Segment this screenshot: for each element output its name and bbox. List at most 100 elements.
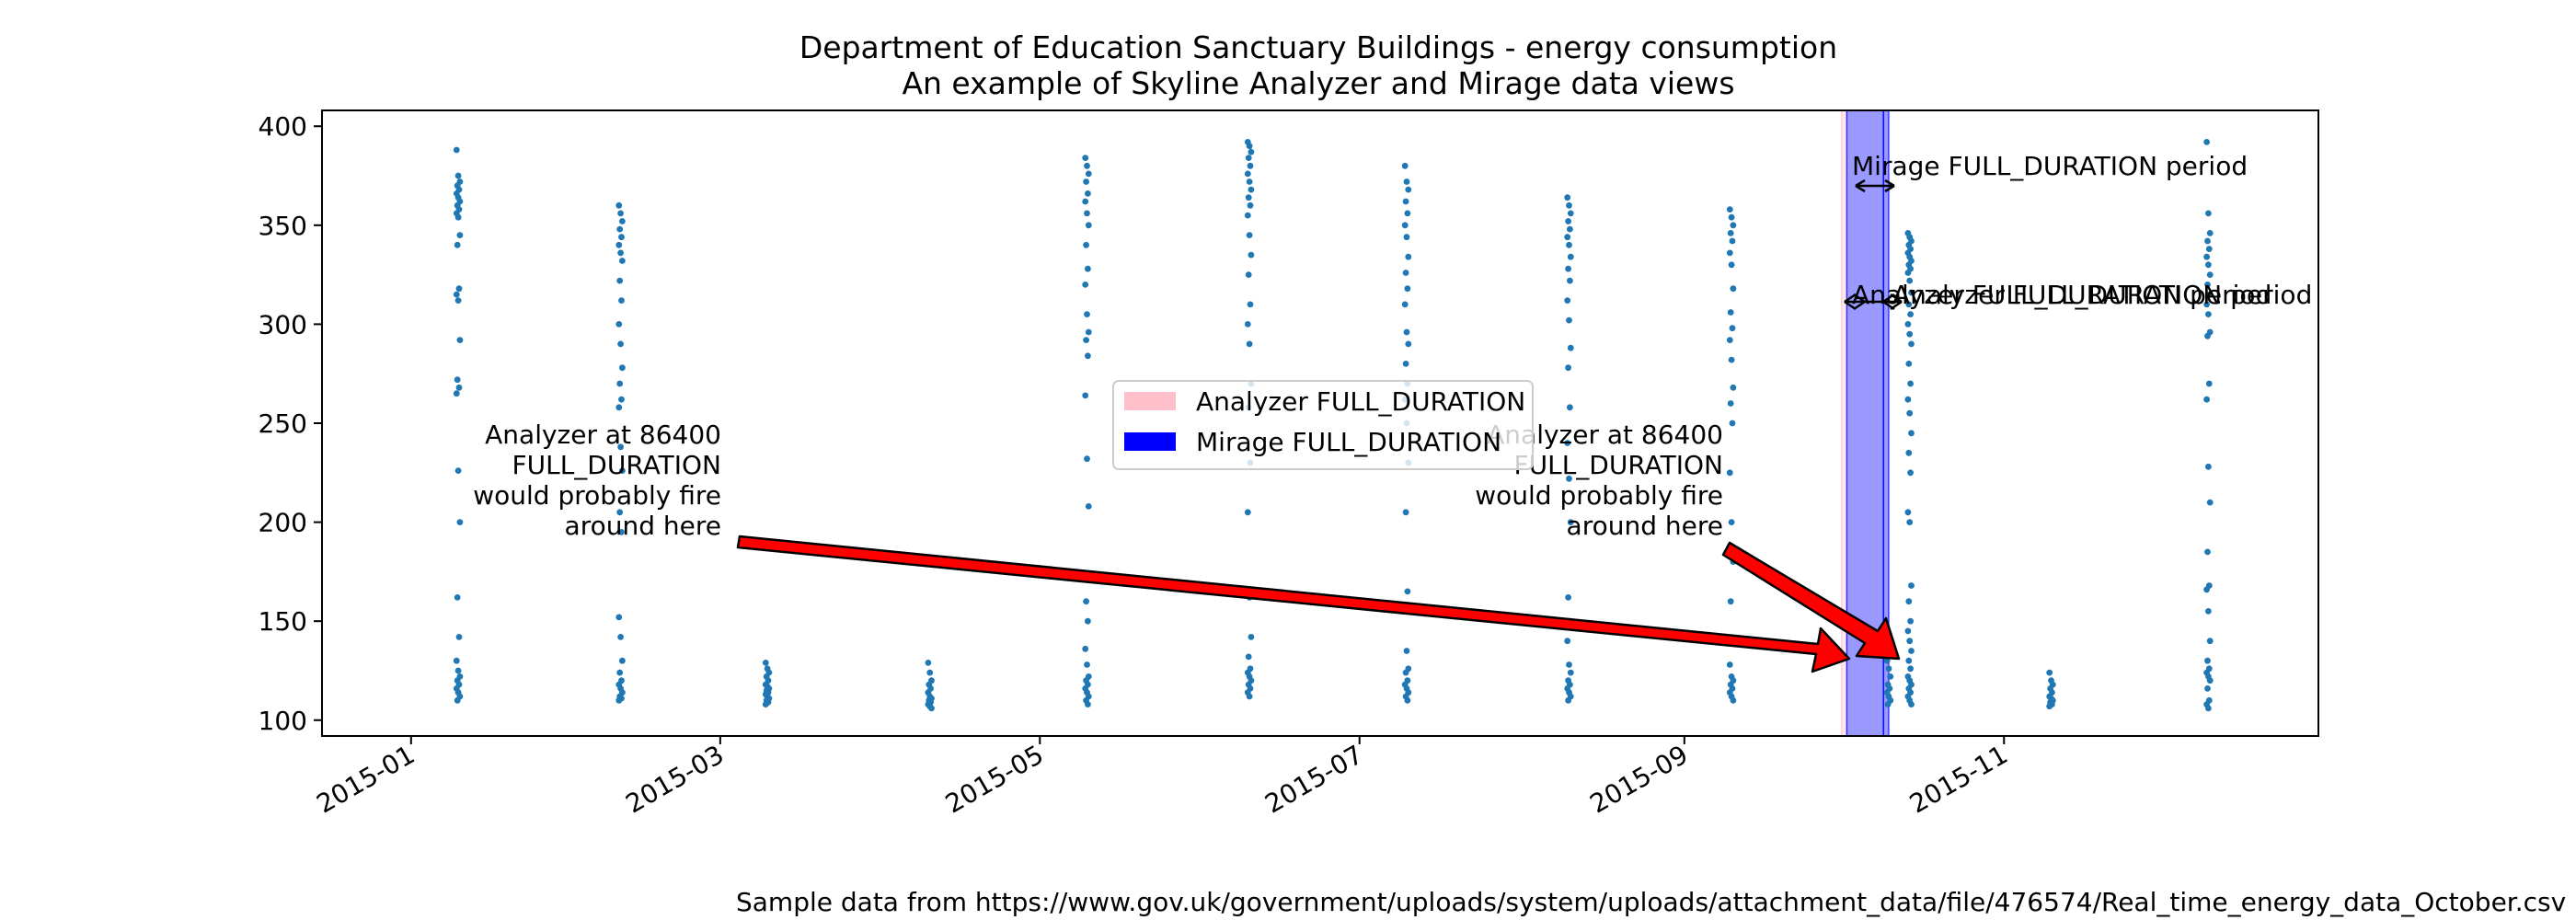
data-point <box>2205 261 2212 269</box>
full-duration-span-1 <box>1840 109 1848 737</box>
data-point <box>2205 210 2212 217</box>
data-point <box>1906 519 1914 525</box>
x-tick-label: 2015-11 <box>1904 739 2013 819</box>
data-point <box>1245 653 1252 661</box>
chart-subtitle: An example of Skyline Analyzer and Mirag… <box>902 65 1734 101</box>
data-point <box>1401 301 1409 308</box>
data-point <box>2203 396 2211 403</box>
data-point <box>455 384 463 391</box>
data-point <box>1905 657 1913 664</box>
data-point <box>1246 143 1253 150</box>
data-point <box>1906 638 1914 645</box>
data-point <box>617 634 624 640</box>
data-point <box>762 660 769 666</box>
data-point <box>1729 420 1736 427</box>
data-point <box>1726 337 1733 343</box>
data-point <box>1084 210 1090 217</box>
data-point <box>454 376 461 384</box>
data-point <box>1082 198 1089 205</box>
data-point <box>2206 230 2214 236</box>
data-point <box>2204 685 2211 692</box>
data-point <box>1907 469 1915 477</box>
data-point <box>1082 392 1089 399</box>
mirage-period-label: Mirage FULL_DURATION period <box>1852 151 2248 181</box>
data-point <box>1085 701 1091 707</box>
data-point <box>1083 241 1089 248</box>
source-footer: Sample data from https://www.gov.uk/gove… <box>736 887 2566 917</box>
data-point <box>1402 669 1409 676</box>
data-point <box>1246 693 1253 700</box>
data-point <box>1887 673 1894 680</box>
data-point <box>615 201 623 209</box>
data-point <box>2204 237 2211 245</box>
data-point <box>1726 661 1733 668</box>
data-point <box>617 210 624 217</box>
y-tick-label: 300 <box>259 309 307 339</box>
data-point <box>454 297 462 304</box>
data-point <box>1728 261 1735 269</box>
data-point <box>1244 212 1251 219</box>
y-tick-label: 400 <box>259 111 307 142</box>
data-point <box>619 218 626 224</box>
data-point <box>1083 178 1089 185</box>
data-point <box>2206 638 2214 645</box>
data-point <box>1084 661 1090 668</box>
data-point <box>1908 430 1915 437</box>
y-axis: 100 150 200 250 300 350 400 <box>259 111 322 736</box>
data-point <box>1726 206 1733 213</box>
data-point <box>1564 194 1571 201</box>
legend-swatch-analyzer <box>1124 392 1176 410</box>
data-point <box>1567 344 1574 351</box>
data-point <box>1404 285 1411 293</box>
data-point <box>1567 225 1573 233</box>
data-point <box>1248 148 1255 155</box>
data-point <box>1404 210 1411 217</box>
y-tick-label: 200 <box>259 508 307 538</box>
data-point <box>2204 657 2211 664</box>
data-point <box>2204 332 2211 339</box>
data-point <box>1567 253 1574 260</box>
data-point <box>454 241 461 248</box>
y-tick-label: 250 <box>259 408 307 439</box>
data-point <box>616 669 624 676</box>
data-point <box>1244 509 1251 516</box>
data-point <box>1402 270 1409 276</box>
data-point <box>615 321 623 328</box>
data-point <box>1908 701 1915 707</box>
data-point <box>1566 241 1572 248</box>
data-point <box>1245 194 1252 201</box>
data-point <box>2205 291 2213 298</box>
y-tick-label: 150 <box>259 606 307 637</box>
data-point <box>1245 155 1252 162</box>
data-point <box>1085 222 1092 229</box>
data-point <box>453 291 460 298</box>
data-point <box>2204 548 2211 556</box>
data-point <box>1727 400 1734 407</box>
data-point <box>2206 677 2214 684</box>
data-point <box>2203 586 2211 593</box>
fire-arrow-1 <box>736 535 1851 673</box>
data-point <box>619 467 626 474</box>
data-point <box>1082 645 1089 652</box>
data-point <box>616 225 624 233</box>
data-point <box>1085 617 1091 625</box>
data-point <box>1566 475 1572 482</box>
data-point <box>1085 170 1092 178</box>
data-point <box>1904 270 1912 276</box>
data-point <box>1565 364 1571 372</box>
data-point <box>2205 608 2212 615</box>
data-point <box>1565 218 1571 224</box>
data-point <box>1906 409 1914 417</box>
data-point <box>1565 696 1571 704</box>
data-point <box>1728 356 1735 363</box>
data-point <box>615 696 623 704</box>
data-point <box>454 172 462 179</box>
data-point <box>1906 277 1914 284</box>
data-point <box>618 396 625 403</box>
y-tick-label: 350 <box>259 211 307 241</box>
data-point <box>1730 384 1737 391</box>
data-point <box>1565 594 1571 601</box>
data-point <box>1564 638 1571 645</box>
fire-note-1-line-3: would probably fire <box>473 480 721 511</box>
x-tick-label: 2015-01 <box>311 739 420 819</box>
